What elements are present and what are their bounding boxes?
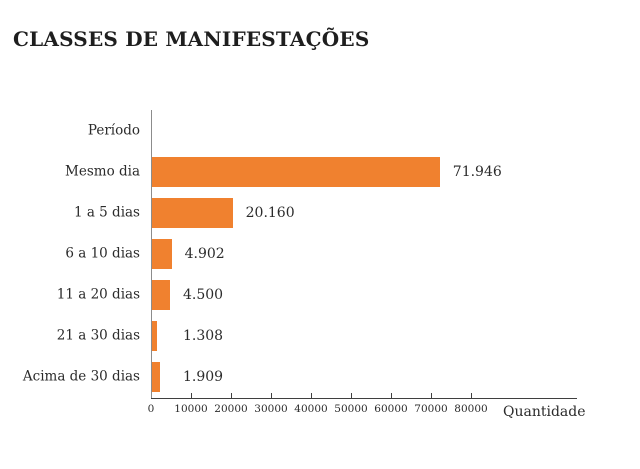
y-axis-title: Período: [87, 121, 140, 138]
x-tick-mark: [391, 393, 392, 398]
x-tick-label: 0: [147, 403, 155, 415]
x-tick-label: 30000: [254, 403, 288, 415]
bar: [152, 156, 440, 187]
value-label: 71.946: [452, 163, 502, 180]
x-tick-mark: [271, 393, 272, 398]
y-axis-line: [151, 110, 152, 398]
x-tick-mark: [311, 393, 312, 398]
value-label: 1.909: [183, 369, 224, 386]
x-tick-label: 60000: [374, 403, 408, 415]
x-axis-title: Quantidade: [503, 404, 586, 420]
x-tick-label: 40000: [294, 403, 328, 415]
bar: [152, 280, 170, 311]
x-tick-label: 70000: [414, 403, 448, 415]
x-tick-mark: [351, 393, 352, 398]
category-label: 1 a 5 dias: [73, 204, 140, 221]
category-label: 6 a 10 dias: [65, 245, 140, 262]
bar: [152, 362, 160, 393]
x-tick-label: 10000: [174, 403, 208, 415]
value-label: 4.500: [183, 287, 224, 304]
x-tick-mark: [191, 393, 192, 398]
category-label: Acima de 30 dias: [22, 368, 140, 385]
chart-title: CLASSES DE MANIFESTAÇÕES: [13, 27, 370, 51]
x-tick-mark: [431, 393, 432, 398]
value-label: 20.160: [245, 204, 295, 221]
category-label: 21 a 30 dias: [56, 327, 140, 344]
bar: [152, 197, 233, 228]
x-tick-label: 80000: [454, 403, 488, 415]
category-label: 11 a 20 dias: [56, 286, 140, 303]
bar: [152, 239, 172, 269]
x-tick-label: 20000: [214, 403, 248, 415]
x-tick-mark: [231, 393, 232, 398]
value-label: 1.308: [183, 328, 224, 345]
x-tick-label: 50000: [334, 403, 368, 415]
bar: [152, 321, 158, 352]
category-label: Mesmo dia: [65, 162, 140, 179]
x-axis-line: [151, 398, 577, 399]
x-tick-mark: [471, 393, 472, 398]
value-label: 4.902: [184, 246, 225, 262]
